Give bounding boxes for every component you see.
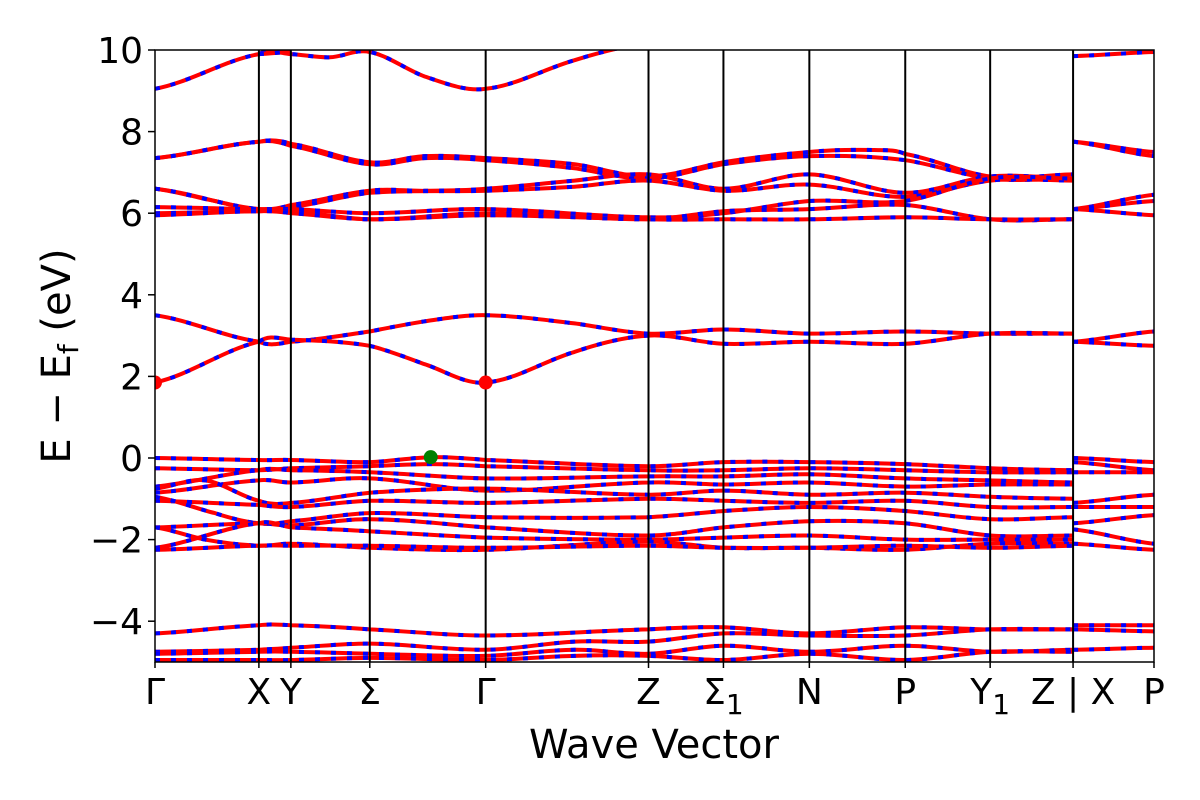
band-line-dashed-10 — [155, 330, 1074, 385]
bands-layer — [155, 50, 1154, 662]
band-line-dashed-16 — [155, 496, 1074, 510]
band-line-33 — [1073, 339, 1154, 348]
band-line-dashed-8 — [155, 209, 1074, 222]
x-tick-label-10: Z | X — [1031, 672, 1115, 713]
y-axis-label: E − Ef (eV) — [34, 248, 85, 463]
x-tick-label-1: X — [247, 672, 272, 713]
cbm-marker-1 — [478, 375, 493, 390]
band-line-dashed-5 — [155, 177, 1074, 213]
band-line-dashed-17 — [155, 494, 1074, 526]
band-line-dashed-9 — [155, 313, 1074, 347]
band-line-40 — [1072, 527, 1154, 546]
x-axis-ticks: Γ X Y Σ Γ Z Σ1 N P Y1 Z | X P — [145, 662, 1165, 721]
band-line-34 — [1073, 456, 1154, 465]
band-line-dashed-19 — [155, 520, 1074, 550]
y-tick-label-2: 0 — [120, 439, 143, 480]
y-tick-label-0: −4 — [90, 602, 143, 643]
x-tick-label-4: Γ — [476, 672, 496, 713]
y-tick-label-3: 2 — [120, 357, 143, 398]
x-tick-label-9: Y1 — [969, 672, 1010, 721]
band-line-dashed-21 — [155, 543, 1074, 552]
vbm-marker-2 — [423, 450, 438, 465]
x-axis-label: Wave Vector — [529, 722, 780, 768]
x-tick-label-6: Σ1 — [703, 672, 744, 721]
y-tick-label-7: 10 — [97, 31, 143, 72]
y-tick-label-5: 6 — [120, 194, 143, 235]
y-axis-label-main: E − E — [34, 354, 80, 464]
x-tick-label-2: Y — [279, 672, 303, 713]
band-line-41 — [1073, 541, 1154, 552]
plot-frame — [154, 49, 1155, 663]
y-tick-label-6: 8 — [120, 113, 143, 154]
band-line-44 — [1073, 645, 1154, 652]
y-tick-label-1: −2 — [90, 521, 143, 562]
extrema-markers — [155, 375, 493, 465]
band-line-dashed-22 — [155, 622, 1074, 638]
band-line-32 — [1072, 329, 1154, 344]
x-tick-label-7: N — [796, 672, 823, 713]
y-axis-ticks: −4 −2 0 2 4 6 8 10 — [90, 31, 155, 643]
x-tick-label-5: Z — [636, 672, 661, 713]
x-tick-label-3: Σ — [358, 672, 381, 713]
y-axis-label-subscript: f — [52, 343, 85, 354]
band-line-24 — [155, 643, 1074, 659]
high-symmetry-lines — [257, 50, 1075, 662]
band-line-dashed-1 — [258, 50, 291, 57]
band-line-37 — [1072, 492, 1154, 505]
band-line-dashed-14 — [155, 476, 1074, 495]
band-line-11 — [155, 455, 1074, 473]
x-tick-subscript-6: 1 — [726, 688, 744, 721]
x-tick-label-0: Γ — [145, 672, 165, 713]
band-line-dashed-0 — [155, 50, 620, 92]
y-axis-label-unit: (eV) — [34, 248, 80, 344]
y-tick-label-4: 4 — [120, 276, 143, 317]
band-line-39 — [1072, 513, 1154, 526]
band-line-31 — [1073, 207, 1154, 218]
band-line-26 — [1073, 50, 1154, 59]
x-tick-label-11: P — [1143, 672, 1165, 713]
band-line-dashed-2 — [155, 138, 1074, 180]
band-line-35 — [1072, 460, 1154, 473]
cbm-marker-0 — [155, 375, 162, 390]
band-line-23 — [155, 626, 1074, 654]
band-line-25 — [155, 649, 1074, 662]
x-tick-label-8: P — [894, 672, 916, 713]
band-line-dashed-13 — [155, 466, 1074, 489]
x-tick-subscript-9: 1 — [992, 688, 1010, 721]
band-line-28 — [1072, 139, 1154, 154]
band-line-dashed-15 — [155, 478, 1074, 506]
band-line-43 — [1073, 627, 1154, 634]
